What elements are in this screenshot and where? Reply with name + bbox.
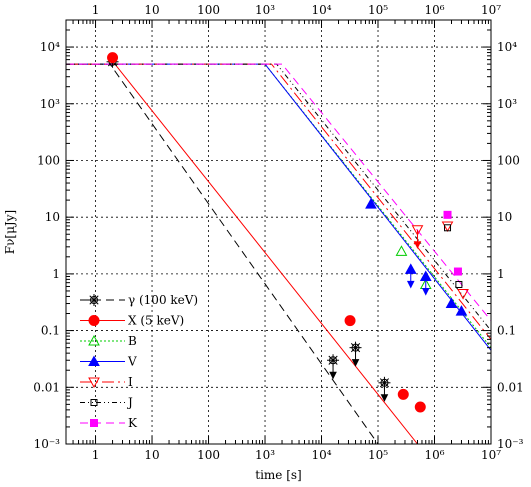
y-tick-label-right: 10³ — [497, 97, 517, 111]
legend-label-1: X (5 keV) — [128, 314, 184, 328]
legend-marker-3 — [88, 355, 100, 366]
data-point-3 — [365, 198, 377, 209]
y-tick-label-left: 10⁴ — [40, 40, 60, 54]
y-tick-label-right: 1 — [497, 267, 505, 281]
x-tick-label-bottom: 10⁷ — [481, 448, 501, 462]
y-tick-label-left: 10 — [45, 210, 60, 224]
y-tick-label-right: 10⁴ — [497, 40, 517, 54]
legend-label-6: K — [128, 416, 138, 430]
x-tick-label-top: 100 — [197, 3, 220, 17]
plot-frame — [65, 19, 492, 445]
star-ring — [90, 296, 98, 304]
y-tick-label-left: 10⁻³ — [34, 437, 61, 451]
data-point-3 — [455, 305, 468, 316]
legend-marker-4 — [88, 377, 100, 389]
data-point-1 — [344, 315, 356, 327]
model-line-3 — [66, 63, 491, 351]
data-point-1 — [397, 388, 409, 400]
star-ring — [380, 378, 389, 387]
arrow-head — [406, 280, 415, 289]
tick-labels: 11101010010010³10³10⁴10⁴10⁵10⁵10⁶10⁶10⁷1… — [33, 3, 523, 462]
legend-marker-0 — [88, 294, 100, 306]
y-tick-label-left: 10³ — [40, 97, 60, 111]
data-point-0 — [327, 354, 340, 367]
y-tick-label-right: 0.01 — [497, 380, 524, 394]
x-tick-label-top: 10 — [144, 3, 159, 17]
x-tick-label-top: 10⁵ — [368, 3, 388, 17]
data-point-3 — [419, 270, 432, 281]
arrow-head — [421, 287, 430, 296]
x-axis-label: time [s] — [255, 468, 301, 482]
data-point-1 — [107, 52, 119, 64]
y-axis-label: Fν[μJy] — [3, 210, 17, 254]
y-tick-label-right: 10⁻³ — [497, 437, 524, 451]
data-points — [106, 52, 469, 413]
data-point-0 — [349, 341, 362, 354]
arrow-head — [413, 241, 422, 249]
x-tick-label-bottom: 10⁴ — [311, 448, 331, 462]
y-tick-label-left: 0.1 — [41, 324, 60, 338]
data-point-3 — [445, 297, 458, 309]
data-point-5 — [455, 280, 463, 288]
x-tick-label-top: 10³ — [255, 3, 275, 17]
legend-label-3: V — [127, 355, 137, 369]
upper-limit-arrow — [413, 229, 422, 249]
legend-marker-2 — [88, 334, 100, 346]
data-point-2 — [395, 245, 408, 256]
data-point-4 — [411, 225, 424, 236]
legend-label-5: J — [126, 396, 133, 410]
x-tick-label-bottom: 10⁵ — [368, 448, 388, 462]
arrow-head — [329, 371, 337, 380]
data-point-4 — [457, 289, 469, 300]
model-line-6 — [66, 63, 491, 321]
legend-marker-1 — [88, 315, 100, 326]
legend-label-4: I — [128, 375, 133, 389]
data-point-0 — [378, 376, 391, 389]
legend-marker-6 — [90, 419, 98, 427]
data-point-1 — [414, 401, 426, 413]
legend-label-0: γ (100 keV) — [128, 293, 198, 307]
x-tick-label-bottom: 10³ — [255, 448, 275, 462]
star-ring — [351, 343, 360, 352]
y-tick-label-right: 0.1 — [497, 324, 516, 338]
x-tick-label-bottom: 10⁶ — [424, 448, 444, 462]
axis-ticks — [65, 19, 492, 445]
data-point-6 — [443, 210, 452, 219]
x-tick-label-bottom: 10 — [144, 448, 159, 462]
x-tick-label-top: 1 — [92, 3, 100, 17]
star-ring — [329, 356, 338, 365]
y-tick-label-right: 100 — [497, 153, 520, 167]
legend-label-2: B — [128, 334, 137, 348]
y-tick-label-right: 10 — [497, 210, 512, 224]
x-tick-label-top: 10⁴ — [311, 3, 331, 17]
y-tick-label-left: 100 — [37, 153, 60, 167]
data-point-5 — [444, 224, 452, 232]
x-tick-label-bottom: 100 — [197, 448, 220, 462]
arrow-head — [380, 394, 389, 402]
x-tick-label-top: 10⁷ — [481, 3, 501, 17]
x-tick-label-bottom: 1 — [92, 448, 100, 462]
data-point-3 — [404, 263, 417, 274]
data-point-6 — [453, 267, 462, 276]
legend-marker-5 — [90, 399, 98, 406]
y-tick-label-left: 1 — [52, 267, 60, 281]
arrow-head — [351, 359, 360, 367]
y-tick-label-left: 0.01 — [33, 380, 60, 394]
x-tick-label-top: 10⁶ — [424, 3, 444, 17]
model-line-2 — [66, 63, 491, 349]
